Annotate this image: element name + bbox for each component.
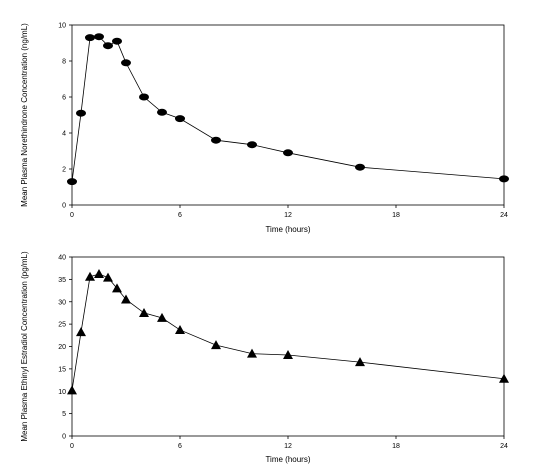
- data-point: [76, 109, 86, 117]
- data-point: [94, 269, 104, 279]
- y-tick-label: 10: [58, 23, 66, 30]
- data-point: [211, 340, 221, 350]
- y-axis-label: Mean Plasma Ethinyl Estradiol Concentrat…: [20, 251, 29, 442]
- data-point: [157, 108, 167, 116]
- data-point: [175, 324, 185, 334]
- data-point: [85, 271, 95, 281]
- ethinyl-estradiol-chart: 0 5 10 15 20 25 30 35 40 0 6 12 18 24 Time (hours) Mean…: [20, 251, 509, 464]
- plot-frame: [71, 256, 505, 437]
- data-point: [499, 373, 509, 383]
- x-tick-label: 6: [178, 212, 182, 219]
- plot-frame: [71, 24, 505, 206]
- data-point: [283, 149, 293, 157]
- series-line: [71, 273, 505, 391]
- data-point: [139, 307, 149, 317]
- x-tick-label: 12: [284, 212, 292, 219]
- data-point: [283, 350, 293, 360]
- y-tick-label: 30: [58, 299, 66, 306]
- data-point: [76, 327, 86, 337]
- data-point: [94, 33, 104, 41]
- y-tick-label: 25: [58, 322, 66, 329]
- data-point: [175, 115, 185, 123]
- data-point: [247, 141, 257, 149]
- x-tick-label: 24: [500, 443, 508, 450]
- data-point: [211, 136, 221, 144]
- data-point: [103, 272, 113, 282]
- data-point: [103, 42, 113, 50]
- y-tick-label: 5: [62, 411, 66, 418]
- y-tick-label: 6: [62, 95, 66, 102]
- data-point: [121, 294, 131, 304]
- y-tick-label: 20: [58, 344, 66, 351]
- y-tick-label: 10: [58, 389, 66, 396]
- x-tick-label: 18: [392, 443, 400, 450]
- y-tick-label: 0: [62, 203, 66, 210]
- x-axis-label: Time (hours): [265, 225, 310, 234]
- x-tick-label: 18: [392, 212, 400, 219]
- data-point: [112, 283, 122, 293]
- data-point: [247, 348, 257, 358]
- data-point: [157, 312, 167, 322]
- y-tick-label: 2: [62, 167, 66, 174]
- x-tick-label: 6: [178, 443, 182, 450]
- y-tick-label: 40: [58, 255, 66, 262]
- y-tick-label: 15: [58, 366, 66, 373]
- data-point: [121, 59, 131, 67]
- data-point: [112, 37, 122, 45]
- data-point: [355, 163, 365, 171]
- x-tick-label: 12: [284, 443, 292, 450]
- x-axis-label: Time (hours): [265, 455, 310, 464]
- y-tick-label: 0: [62, 434, 66, 441]
- y-tick-label: 35: [58, 277, 66, 284]
- y-tick-label: 8: [62, 59, 66, 66]
- data-point: [355, 357, 365, 367]
- data-point: [85, 34, 95, 42]
- x-tick-label: 0: [70, 443, 74, 450]
- y-axis-label: Mean Plasma Norethindrone Concentration …: [20, 23, 29, 207]
- data-point: [67, 178, 77, 186]
- data-point: [67, 385, 77, 395]
- series-line: [71, 36, 505, 182]
- x-tick-label: 0: [70, 212, 74, 219]
- data-point: [499, 175, 509, 183]
- data-point: [139, 93, 149, 101]
- x-tick-label: 24: [500, 212, 508, 219]
- y-tick-label: 4: [62, 131, 66, 138]
